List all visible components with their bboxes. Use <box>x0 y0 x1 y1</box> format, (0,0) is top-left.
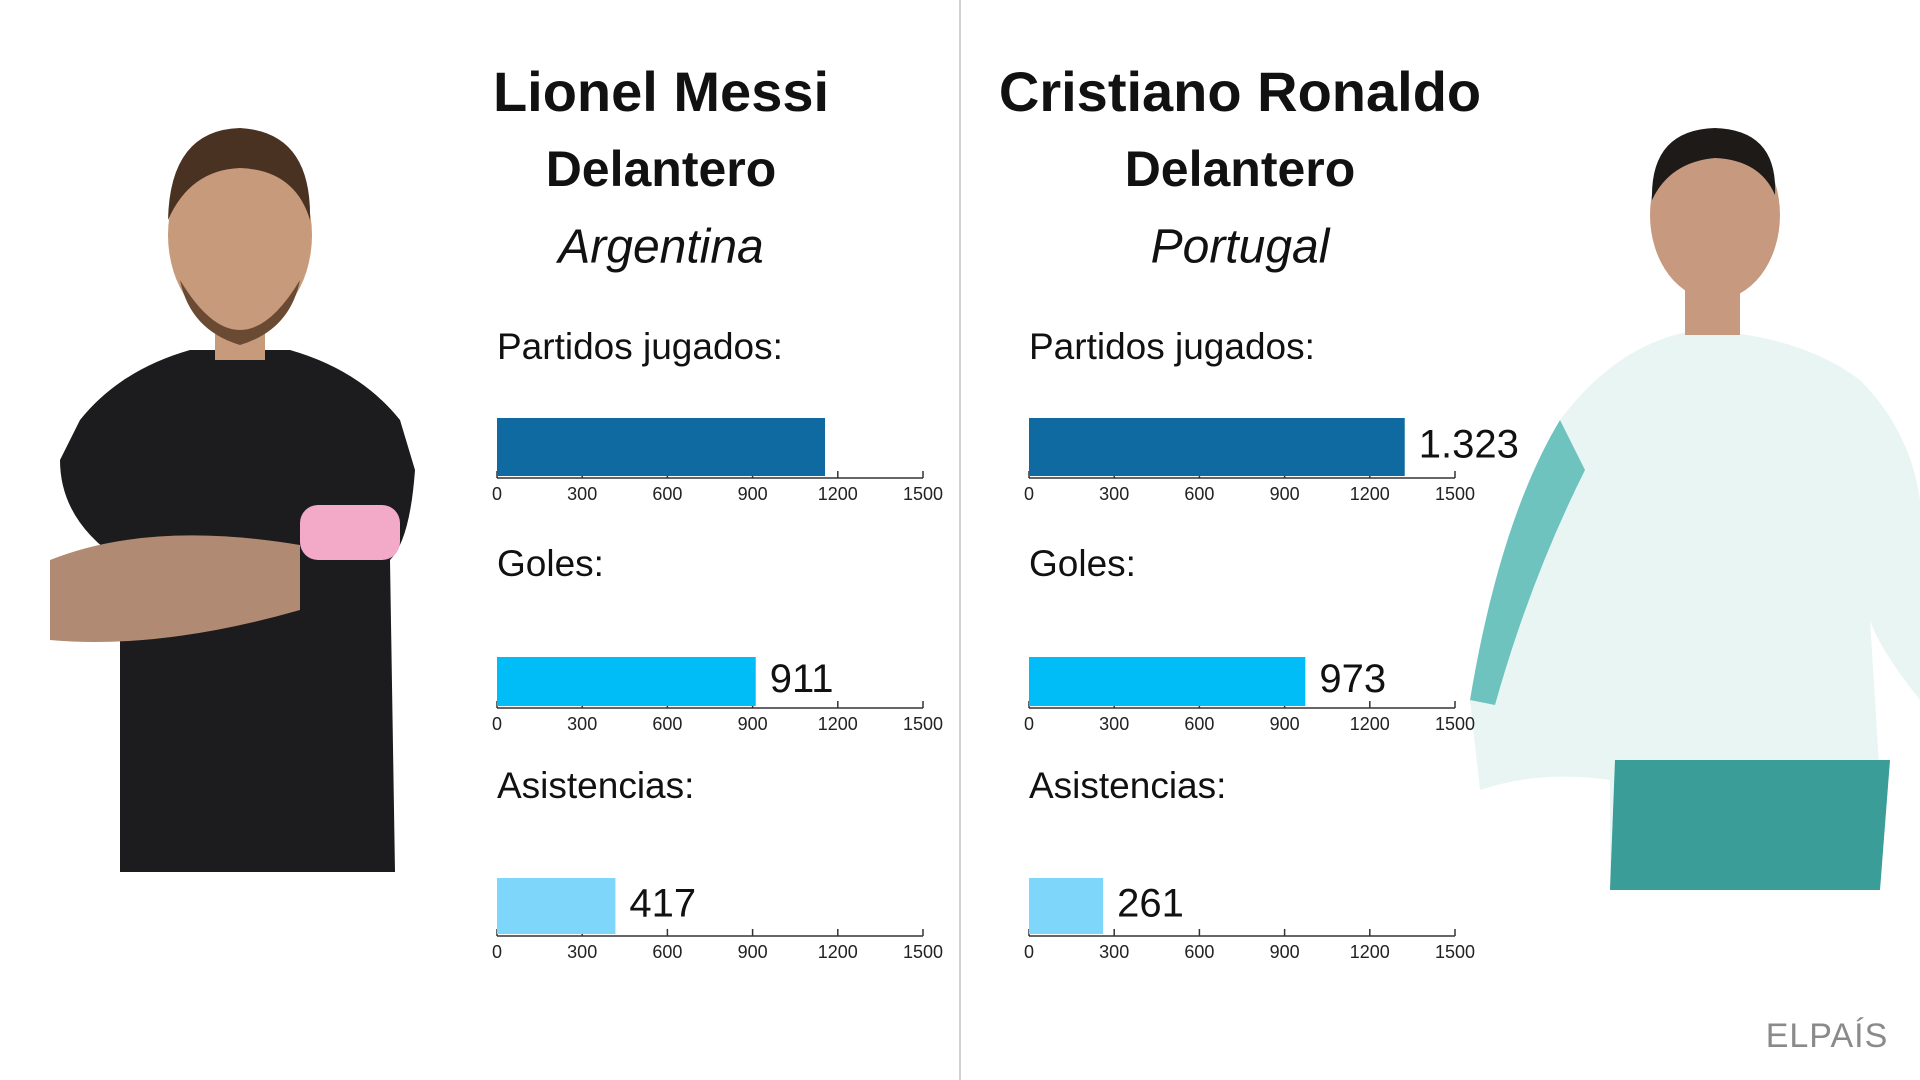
x-tick-label: 900 <box>738 942 768 962</box>
x-tick-label: 0 <box>1024 484 1034 504</box>
chart-title: Asistencias: <box>497 765 694 806</box>
x-tick-label: 300 <box>567 942 597 962</box>
x-tick-label: 600 <box>1184 484 1214 504</box>
player-country: Portugal <box>1151 221 1331 274</box>
player-photo <box>1470 128 1920 890</box>
x-tick-label: 600 <box>652 484 682 504</box>
value-label: 417 <box>629 882 696 926</box>
x-tick-label: 1200 <box>818 484 858 504</box>
x-tick-label: 300 <box>567 484 597 504</box>
x-tick-label: 900 <box>738 484 768 504</box>
player-country: Argentina <box>555 221 763 274</box>
player-name: Cristiano Ronaldo <box>999 60 1481 123</box>
x-tick-label: 1500 <box>1435 714 1475 734</box>
x-tick-label: 1500 <box>903 484 943 504</box>
bar <box>497 657 756 706</box>
player-position: Delantero <box>1125 141 1356 197</box>
x-tick-label: 1500 <box>903 942 943 962</box>
value-label: 261 <box>1117 882 1184 926</box>
source-logo: ELPAÍS <box>1766 1017 1889 1055</box>
x-tick-label: 0 <box>1024 714 1034 734</box>
chart-title: Partidos jugados: <box>1029 326 1315 367</box>
player-name: Lionel Messi <box>493 60 829 123</box>
x-tick-label: 1200 <box>1350 714 1390 734</box>
bar <box>1029 657 1306 706</box>
value-label: 911 <box>770 657 834 701</box>
value-label: 1.323 <box>1419 423 1519 467</box>
x-tick-label: 0 <box>492 484 502 504</box>
x-tick-label: 300 <box>1099 484 1129 504</box>
x-tick-label: 1200 <box>1350 942 1390 962</box>
chart-title: Goles: <box>497 543 604 584</box>
x-tick-label: 300 <box>567 714 597 734</box>
x-tick-label: 900 <box>1270 942 1300 962</box>
x-tick-label: 900 <box>1270 484 1300 504</box>
chart-title: Goles: <box>1029 543 1136 584</box>
x-tick-label: 600 <box>652 942 682 962</box>
chart-title: Asistencias: <box>1029 765 1226 806</box>
bar <box>1029 418 1405 476</box>
x-tick-label: 0 <box>1024 942 1034 962</box>
x-tick-label: 1200 <box>818 942 858 962</box>
bar <box>1029 878 1104 934</box>
x-tick-label: 1500 <box>1435 942 1475 962</box>
x-tick-label: 600 <box>1184 714 1214 734</box>
value-label: 973 <box>1319 657 1386 701</box>
x-tick-label: 1200 <box>1350 484 1390 504</box>
x-tick-label: 1500 <box>1435 484 1475 504</box>
chart-title: Partidos jugados: <box>497 326 783 367</box>
player-position: Delantero <box>546 141 777 197</box>
x-tick-label: 600 <box>652 714 682 734</box>
x-tick-label: 1200 <box>818 714 858 734</box>
x-tick-label: 900 <box>738 714 768 734</box>
x-tick-label: 0 <box>492 714 502 734</box>
x-tick-label: 300 <box>1099 714 1129 734</box>
bar <box>497 878 616 934</box>
x-tick-label: 0 <box>492 942 502 962</box>
x-tick-label: 900 <box>1270 714 1300 734</box>
bar <box>497 418 826 476</box>
player-photo <box>50 128 415 872</box>
x-tick-label: 300 <box>1099 942 1129 962</box>
x-tick-label: 1500 <box>903 714 943 734</box>
x-tick-label: 600 <box>1184 942 1214 962</box>
